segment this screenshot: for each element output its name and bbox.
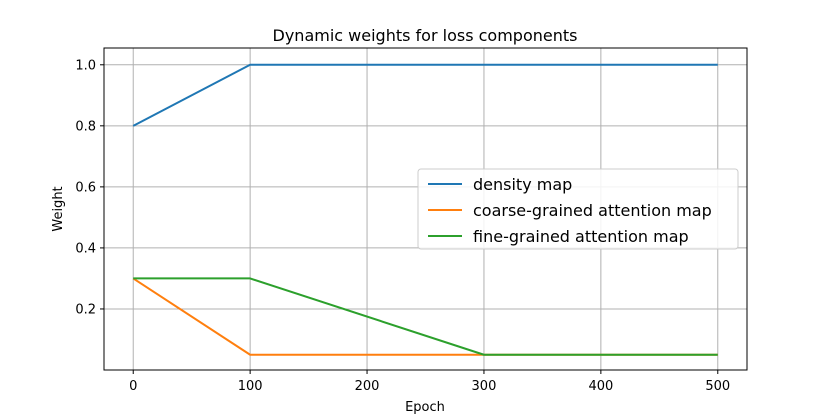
y-tick-label: 0.8 bbox=[75, 119, 96, 134]
plot-frame bbox=[103, 47, 748, 371]
y-tick-label: 0.6 bbox=[75, 180, 96, 195]
x-tick-label: 0 bbox=[129, 379, 137, 394]
legend-label: fine-grained attention map bbox=[473, 227, 689, 246]
y-axis-label: Weight bbox=[51, 186, 66, 231]
x-tick-label: 200 bbox=[355, 379, 380, 394]
y-tick-label: 0.4 bbox=[75, 241, 96, 256]
x-tick-label: 300 bbox=[472, 379, 497, 394]
series-lines bbox=[132, 63, 718, 356]
x-tick-label: 400 bbox=[588, 379, 613, 394]
x-tick-label: 100 bbox=[238, 379, 263, 394]
x-axis-label: Epoch bbox=[405, 400, 445, 415]
series-line-fine-grained-attention-map bbox=[133, 277, 718, 356]
series-line-density-map bbox=[132, 63, 718, 127]
x-tick-label: 500 bbox=[705, 379, 730, 394]
legend-box bbox=[417, 168, 739, 250]
chart-title: Dynamic weights for loss components bbox=[273, 26, 578, 45]
legend-label: density map bbox=[473, 175, 572, 194]
y-tick-label: 1.0 bbox=[75, 58, 96, 73]
y-tick-label: 0.2 bbox=[75, 302, 96, 317]
axis-ticks: 0 100 200 300 400 500 0.2 0.4 0.6 0.8 1.0 bbox=[75, 58, 730, 394]
legend-label: coarse-grained attention map bbox=[473, 201, 712, 220]
series-line-coarse-grained-attention-map bbox=[132, 277, 718, 356]
legend: density map coarse-grained attention map f… bbox=[417, 168, 739, 250]
